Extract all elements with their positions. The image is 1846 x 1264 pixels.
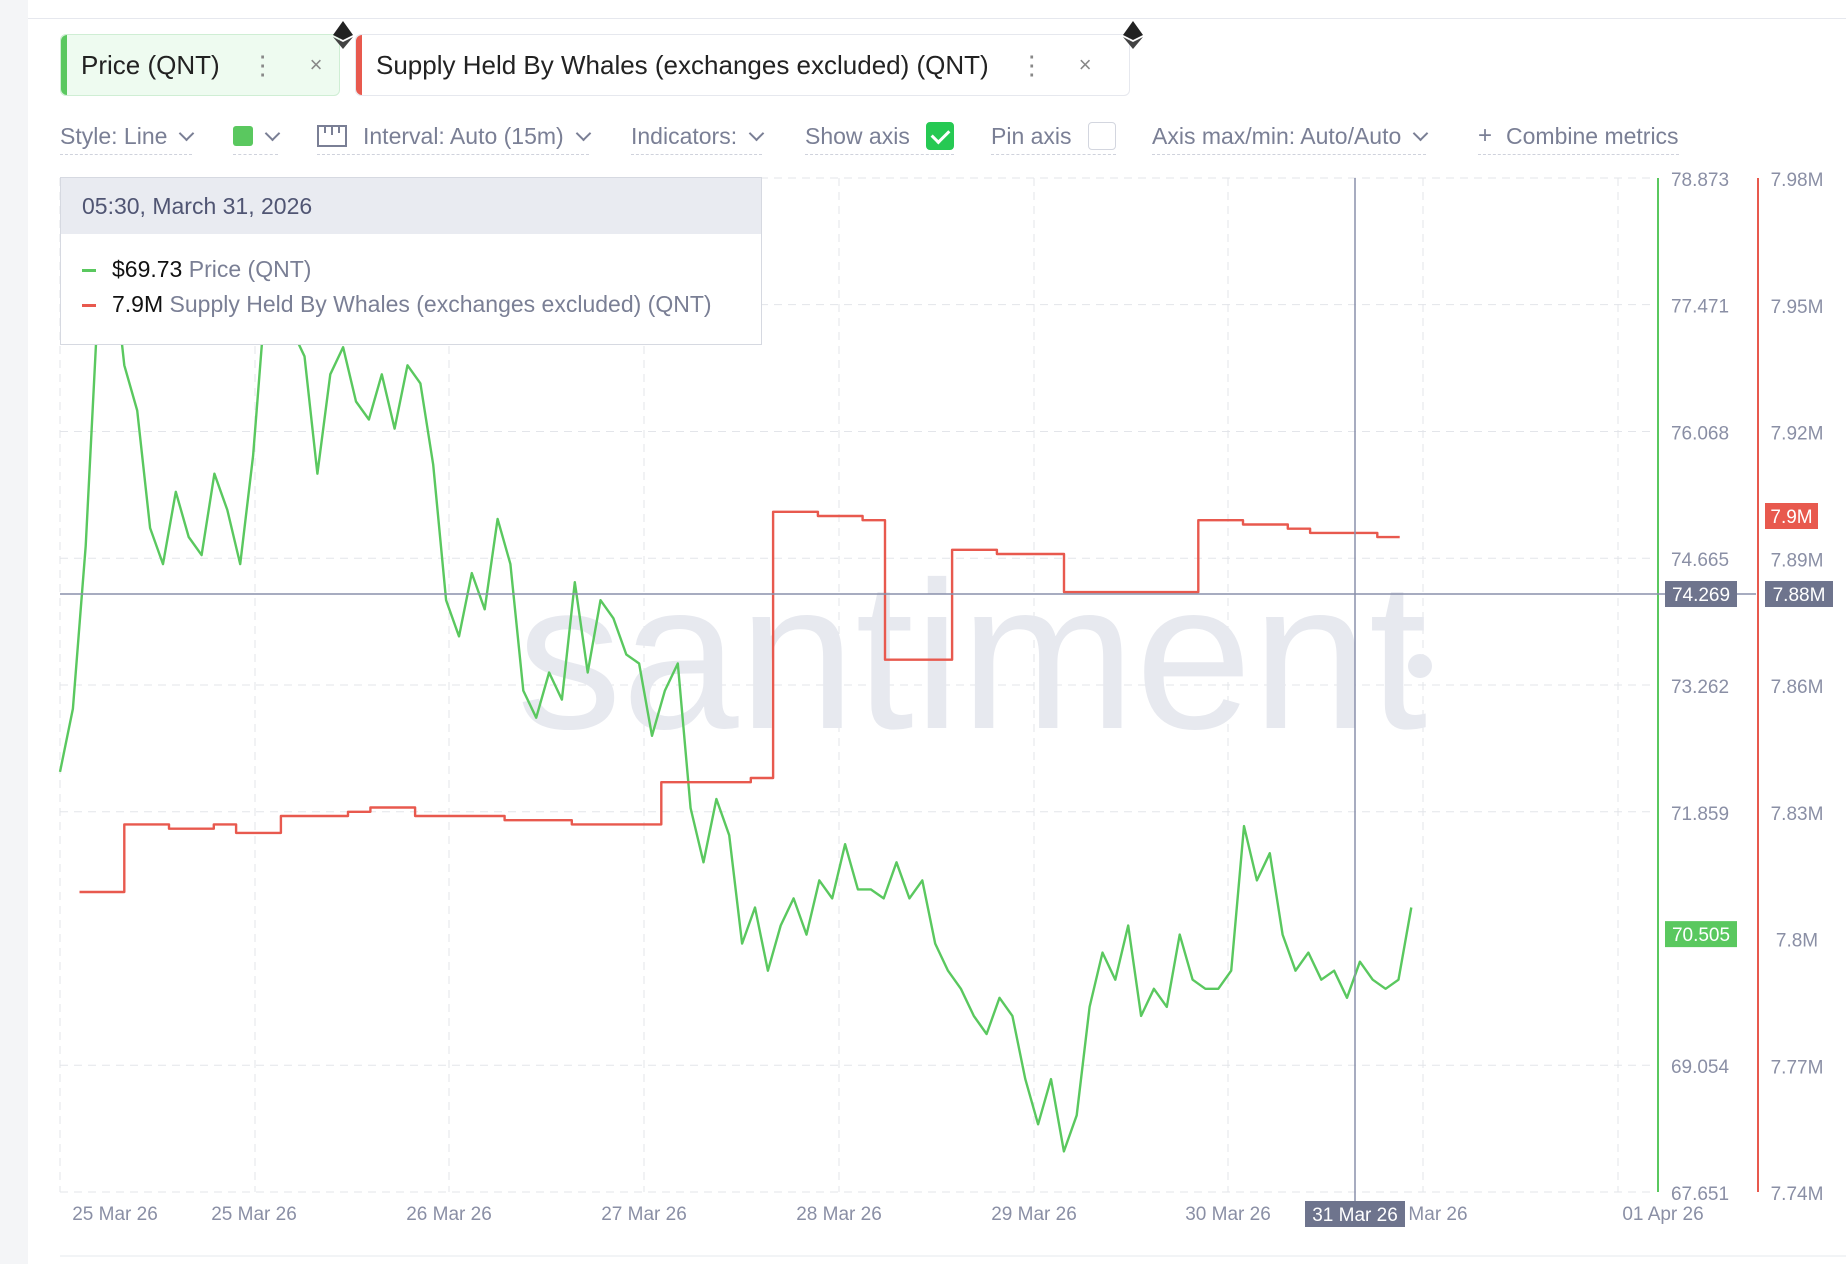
right-axis-tick-label: 7.77M [1771,1057,1824,1078]
style-dropdown[interactable]: Style: Line [60,118,195,155]
tooltip-row-supply: 7.9M Supply Held By Whales (exchanges ex… [82,291,712,318]
watermark: santiment [517,538,1427,773]
indicators-label: Indicators: [631,122,738,149]
x-axis-tick-label: 01 Apr 26 [1622,1204,1703,1225]
x-axis-tick-label: 25 Mar 26 [72,1204,158,1225]
right-last-value-label-bg [1765,503,1818,529]
ethereum-icon [333,21,353,49]
left-axis-tick-label: 74.665 [1671,550,1729,571]
right-axis-tick-label: 7.92M [1771,424,1824,445]
combine-metrics-label: Combine metrics [1506,122,1679,149]
watermark-dot [1408,654,1432,678]
tooltip-value: $69.73 [112,256,183,282]
left-axis-tick-label: 73.262 [1671,677,1729,698]
right-crosshair-label: 7.88M [1773,585,1826,606]
x-axis-tick-label: Mar 26 [1408,1204,1467,1225]
plus-icon: + [1478,122,1493,149]
supply-series-line [79,510,1400,894]
axis-range-label: Axis max/min: Auto/Auto [1152,122,1402,149]
right-axis-tick-label: 7.8M [1776,931,1818,952]
tooltip-metric-name: Price (QNT) [188,256,312,282]
ruler-icon [317,125,347,147]
metric-color-bar [61,35,67,95]
show-axis-label: Show axis [805,122,910,149]
axis-range-dropdown[interactable]: Axis max/min: Auto/Auto [1152,118,1429,155]
metric-label: Price (QNT) [81,49,220,80]
interval-label: Interval: Auto (15m) [363,122,564,149]
show-axis-toggle[interactable]: Show axis [805,118,954,155]
pin-axis-checkbox[interactable] [1087,122,1116,150]
left-crosshair-label-bg [1665,581,1737,608]
right-axis-tick-label: 7.95M [1771,297,1824,318]
x-axis-tick-label: 25 Mar 26 [211,1204,297,1225]
left-axis-tick-label: 78.873 [1671,170,1729,191]
right-axis-tick-label: 7.89M [1771,550,1824,571]
indicators-dropdown[interactable]: Indicators: [631,118,765,155]
color-picker[interactable] [233,118,281,155]
right-axis-tick-label: 7.83M [1771,804,1824,825]
legend-swatch [82,304,96,308]
tooltip-metric-name: Supply Held By Whales (exchanges exclude… [169,291,712,317]
ethereum-icon [1123,21,1143,49]
tooltip-row-price: $69.73 Price (QNT) [82,256,311,283]
left-axis-tick-label: 77.471 [1671,297,1729,318]
right-crosshair-label-bg [1765,581,1833,608]
right-axis-tick-label: 7.86M [1771,677,1824,698]
left-axis-tick-label: 69.054 [1671,1057,1730,1078]
pin-axis-toggle[interactable]: Pin axis [991,118,1116,155]
metric-chip-price[interactable]: Price (QNT) ⋮ × [60,21,353,96]
close-icon[interactable]: × [1078,52,1092,77]
metric-label: Supply Held By Whales (exchanges exclude… [376,49,989,80]
style-label: Style: Line [60,122,168,149]
right-axis-tick-label: 7.74M [1771,1184,1824,1205]
left-last-value-label: 70.505 [1672,925,1730,946]
vertical-dots-icon[interactable]: ⋮ [1018,49,1045,80]
x-axis-tick-label: 26 Mar 26 [406,1204,492,1225]
color-swatch [233,126,253,146]
left-axis-tick-label: 76.068 [1671,423,1729,444]
vertical-dots-icon[interactable]: ⋮ [249,49,276,80]
crosshair-x-label-bg [1305,1201,1405,1227]
show-axis-checkbox[interactable] [925,122,954,150]
close-icon[interactable]: × [309,52,323,77]
metric-chip-supply-whales[interactable]: Supply Held By Whales (exchanges exclude… [355,21,1143,96]
x-axis-tick-label: 29 Mar 26 [991,1204,1077,1225]
tooltip-value: 7.9M [112,291,164,317]
left-axis-tick-label: 67.651 [1671,1184,1729,1205]
left-crosshair-label: 74.269 [1672,585,1730,606]
chart-tooltip: 05:30, March 31, 2026 $69.73 Price (QNT)… [60,177,762,345]
legend-swatch [82,269,96,273]
metric-color-bar [356,35,362,95]
pin-axis-label: Pin axis [991,122,1072,149]
left-last-value-label-bg [1665,921,1737,948]
right-last-value-label: 7.9M [1770,507,1812,528]
x-axis-tick-label: 30 Mar 26 [1185,1204,1271,1225]
combine-metrics-button[interactable]: + Combine metrics [1478,118,1679,155]
x-axis-tick-label: 27 Mar 26 [601,1204,687,1225]
tooltip-date: 05:30, March 31, 2026 [61,178,761,234]
interval-dropdown[interactable]: Interval: Auto (15m) [317,118,591,155]
x-axis-tick-label: 28 Mar 26 [796,1204,882,1225]
right-axis-tick-label: 7.98M [1771,170,1824,191]
crosshair-x-label: 31 Mar 26 [1312,1205,1398,1226]
left-axis-tick-label: 71.859 [1671,804,1729,825]
divider [28,18,1846,19]
